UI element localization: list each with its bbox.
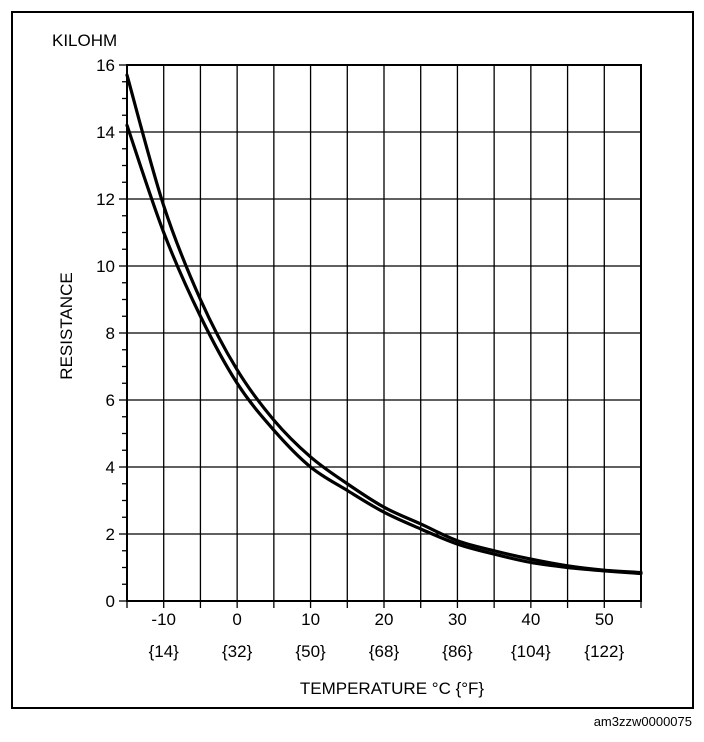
- chart-frame: [11, 11, 694, 709]
- unit-label: KILOHM: [52, 31, 117, 50]
- y-tick-label: 12: [96, 190, 115, 209]
- x-tick-label-f: {14}: [149, 642, 180, 661]
- x-tick-label: 10: [301, 610, 320, 629]
- x-tick-label: 20: [375, 610, 394, 629]
- y-tick-label: 16: [96, 56, 115, 75]
- y-tick-label: 2: [106, 525, 115, 544]
- y-tick-label: 10: [96, 257, 115, 276]
- x-tick-label-f: {32}: [222, 642, 253, 661]
- x-tick-label-f: {86}: [442, 642, 473, 661]
- image-id-label: am3zzw0000075: [593, 714, 692, 729]
- x-tick-label-f: {68}: [369, 642, 400, 661]
- x-tick-label: 0: [232, 610, 241, 629]
- x-axis-label: TEMPERATURE °C {°F}: [300, 679, 485, 698]
- x-tick-label-f: {122}: [584, 642, 624, 661]
- x-tick-label: -10: [151, 610, 176, 629]
- y-tick-label: 0: [106, 592, 115, 611]
- y-tick-label: 4: [106, 458, 115, 477]
- series-upper-limit-curve: [125, 73, 643, 575]
- x-tick-label: 50: [595, 610, 614, 629]
- y-tick-label: 6: [106, 391, 115, 410]
- x-tick-label: 30: [448, 610, 467, 629]
- x-tick-label-f: {104}: [511, 642, 551, 661]
- y-tick-label: 8: [106, 324, 115, 343]
- x-tick-label: 40: [521, 610, 540, 629]
- x-tick-label-f: {50}: [295, 642, 326, 661]
- y-axis-label: RESISTANCE: [57, 272, 76, 379]
- series-lower-limit-curve: [125, 123, 643, 576]
- y-tick-label: 14: [96, 123, 115, 142]
